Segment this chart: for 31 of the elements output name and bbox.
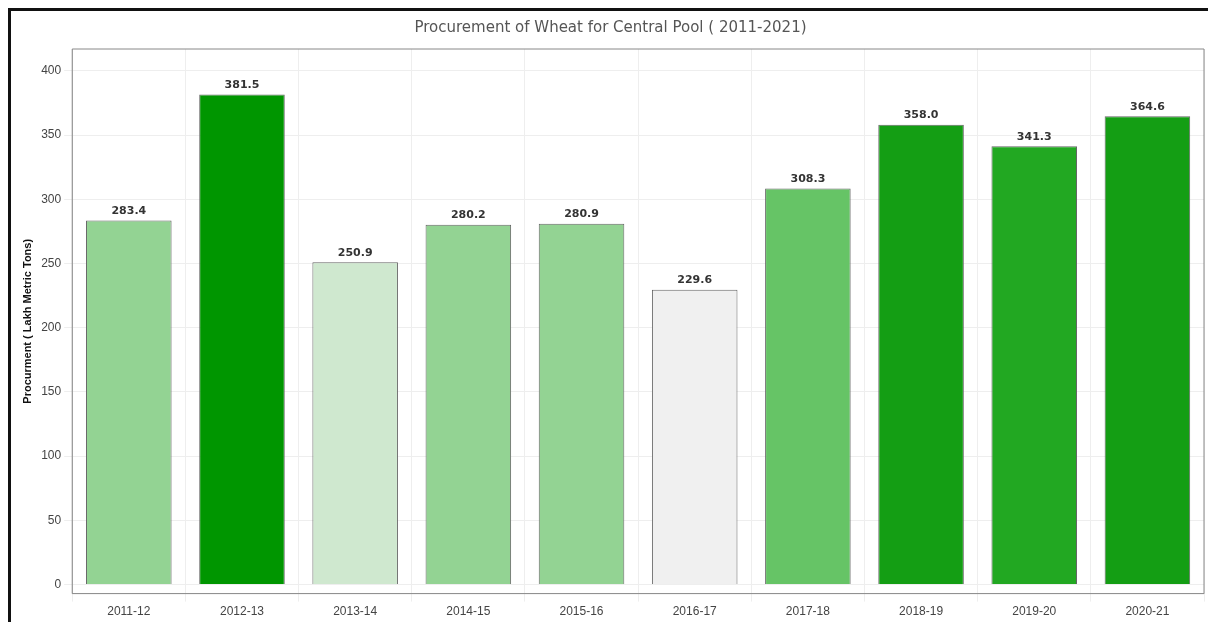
x-tick-label: 2013-14 xyxy=(333,604,378,619)
data-label: 308.3 xyxy=(790,171,826,185)
y-tick-label: 350 xyxy=(41,127,62,142)
x-tick-label: 2018-19 xyxy=(899,604,944,619)
y-tick-label: 400 xyxy=(41,63,62,78)
data-label: 229.6 xyxy=(677,273,713,287)
x-tick-label: 2012-13 xyxy=(219,604,265,619)
data-label: 381.5 xyxy=(224,77,260,91)
x-tick-label: 2019-20 xyxy=(1012,604,1057,619)
data-label: 341.3 xyxy=(1016,129,1052,143)
data-label: 250.9 xyxy=(337,245,373,259)
x-tick-label: 2017-18 xyxy=(785,604,831,619)
y-tick-label: 200 xyxy=(41,320,62,335)
chart-title: Procurement of Wheat for Central Pool ( 2011-2021) xyxy=(414,17,807,36)
x-tick-label: 2014-15 xyxy=(446,604,491,619)
y-tick-label: 300 xyxy=(41,191,62,206)
x-tick-label: 2015-16 xyxy=(559,604,604,619)
data-label: 283.4 xyxy=(111,203,147,217)
x-tick-label: 2020-21 xyxy=(1125,604,1170,619)
y-tick-label: 250 xyxy=(41,255,62,270)
y-axis-title: Procurment ( Lakh Metric Tons) xyxy=(20,238,33,404)
y-tick-label: 50 xyxy=(47,512,62,527)
x-tick-label: 2016-17 xyxy=(672,604,718,619)
data-label: 364.6 xyxy=(1130,99,1166,113)
y-tick-label: 100 xyxy=(41,448,62,463)
data-label: 280.2 xyxy=(450,208,486,222)
data-label: 280.9 xyxy=(564,207,599,221)
data-label: 358.0 xyxy=(903,108,939,122)
y-tick-label: 150 xyxy=(41,384,62,399)
y-tick-label: 0 xyxy=(54,576,62,591)
x-tick-label: 2011-12 xyxy=(107,604,151,619)
